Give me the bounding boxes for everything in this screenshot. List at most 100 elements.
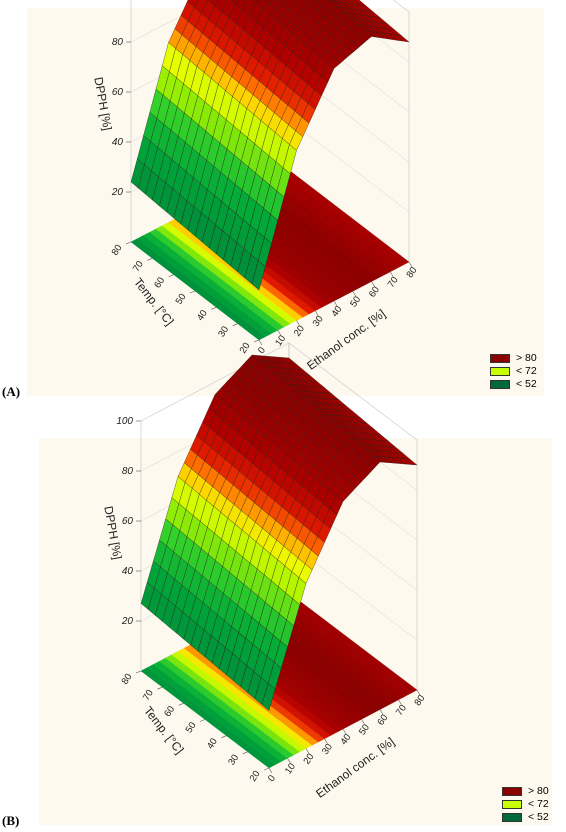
y-tick bbox=[221, 735, 227, 738]
x-tick-label: 0 bbox=[266, 773, 278, 784]
z-tick-label: 20 bbox=[111, 187, 124, 198]
x-tick-label: 60 bbox=[375, 713, 390, 728]
y-tick bbox=[189, 290, 196, 294]
y-tick bbox=[242, 751, 248, 755]
x-tick-label: 30 bbox=[311, 314, 326, 329]
panel-label-a: (A) bbox=[2, 384, 21, 399]
y-tick bbox=[263, 767, 270, 771]
legend-swatch bbox=[490, 379, 510, 389]
y-tick-label: 60 bbox=[162, 704, 177, 719]
panel-label-b: (B) bbox=[2, 813, 20, 828]
y-tick-label: 80 bbox=[120, 672, 135, 687]
x-tick bbox=[314, 310, 319, 316]
y-tick-label: 40 bbox=[195, 308, 210, 323]
legend-item: < 52 bbox=[502, 811, 549, 823]
surface-patch bbox=[252, 0, 260, 3]
x-tick bbox=[371, 281, 375, 287]
x-tick bbox=[379, 709, 384, 715]
x-tick-label: 80 bbox=[404, 265, 419, 280]
z-axis-label: DPPH [%] bbox=[101, 505, 124, 561]
y-tick-label: 30 bbox=[216, 324, 231, 339]
y-tick-label: 50 bbox=[184, 720, 199, 735]
y-tick bbox=[199, 719, 206, 722]
legend-b: > 80 < 72 < 52 bbox=[502, 785, 549, 824]
x-tick bbox=[296, 320, 300, 326]
y-tick-label: 20 bbox=[248, 769, 263, 784]
x-tick bbox=[389, 271, 394, 277]
x-tick bbox=[277, 330, 282, 336]
legend-swatch bbox=[502, 786, 522, 796]
legend-label: > 80 bbox=[528, 785, 549, 797]
x-tick bbox=[287, 758, 291, 764]
x-tick-label: 10 bbox=[283, 761, 298, 776]
legend-label: < 52 bbox=[516, 378, 537, 390]
z-tick-label: 80 bbox=[112, 37, 124, 48]
legend-item: > 80 bbox=[490, 352, 537, 364]
x-tick bbox=[416, 689, 421, 696]
x-tick bbox=[268, 767, 273, 774]
x-tick bbox=[305, 748, 310, 754]
y-tick bbox=[147, 258, 153, 261]
x-tick bbox=[258, 339, 263, 346]
legend-swatch bbox=[502, 812, 522, 822]
y-tick-label: 60 bbox=[152, 275, 167, 290]
y-tick bbox=[168, 274, 174, 277]
x-tick-label: 50 bbox=[357, 722, 372, 737]
x-tick-label: 60 bbox=[367, 285, 382, 300]
surface-patch bbox=[261, 683, 276, 711]
x-tick-label: 70 bbox=[386, 275, 401, 290]
legend-swatch bbox=[490, 366, 510, 376]
x-tick bbox=[361, 719, 365, 725]
y-tick bbox=[157, 686, 163, 690]
z-gridline bbox=[140, 342, 418, 441]
z-tick-label: 80 bbox=[122, 466, 134, 477]
y-tick-label: 70 bbox=[141, 688, 156, 703]
z-tick-label: 40 bbox=[112, 137, 124, 148]
z-tick-label: 100 bbox=[116, 416, 133, 427]
x-tick-label: 20 bbox=[301, 752, 316, 767]
legend-label: < 72 bbox=[516, 365, 537, 377]
y-tick-label: 40 bbox=[205, 736, 220, 751]
legend-item: > 80 bbox=[502, 785, 549, 797]
y-tick-label: 70 bbox=[131, 259, 146, 274]
z-tick-label: 60 bbox=[112, 87, 124, 98]
x-tick-label: 50 bbox=[348, 294, 363, 309]
x-tick-label: 40 bbox=[329, 304, 344, 319]
x-tick bbox=[324, 738, 328, 744]
x-tick-label: 20 bbox=[292, 324, 307, 339]
y-tick-label: 30 bbox=[226, 753, 241, 768]
x-tick-label: 70 bbox=[394, 703, 409, 718]
z-tick-label: 20 bbox=[121, 616, 134, 627]
z-tick-label: 60 bbox=[122, 516, 134, 527]
y-tick-label: 20 bbox=[238, 341, 253, 356]
legend-item: < 72 bbox=[502, 798, 549, 810]
x-tick bbox=[342, 728, 347, 735]
x-tick bbox=[408, 261, 413, 268]
legend-item: < 52 bbox=[490, 378, 537, 390]
legend-swatch bbox=[502, 799, 522, 809]
surface-patch bbox=[251, 260, 266, 291]
z-tick-label: 40 bbox=[122, 566, 134, 577]
legend-label: < 72 bbox=[528, 798, 549, 810]
y-tick bbox=[211, 307, 217, 310]
x-tick bbox=[333, 300, 338, 307]
x-tick-label: 0 bbox=[256, 345, 268, 356]
y-tick-label: 80 bbox=[110, 243, 125, 258]
x-tick-label: 30 bbox=[320, 742, 335, 757]
legend-item: < 72 bbox=[490, 365, 537, 377]
legend-swatch bbox=[490, 353, 510, 363]
surface-patch bbox=[264, 0, 274, 4]
legend-a: > 80 < 72 < 52 bbox=[490, 352, 537, 391]
y-tick bbox=[135, 670, 142, 674]
y-tick-label: 50 bbox=[174, 292, 189, 307]
legend-label: < 52 bbox=[528, 811, 549, 823]
legend-label: > 80 bbox=[516, 352, 537, 364]
y-tick bbox=[253, 339, 260, 343]
y-tick bbox=[232, 323, 238, 326]
z-axis-label: DPPH [%] bbox=[91, 76, 114, 132]
chart-panel-b: 20 40 60 80 100 DPPH [%] 20 30 40 50 60 70 80 Temp. [… bbox=[39, 342, 552, 825]
